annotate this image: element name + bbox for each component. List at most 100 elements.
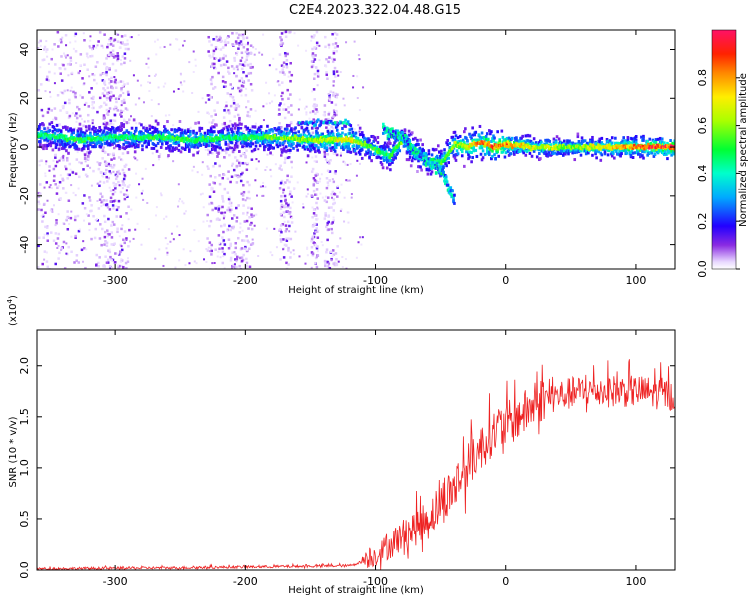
heatmap-cell [80,161,83,165]
heatmap-cell [283,139,287,143]
heatmap-cell [160,138,164,142]
heatmap-cell [269,251,272,254]
heatmap-cell [132,143,136,147]
heatmap-cell [168,134,171,138]
heatmap-cell [39,44,42,47]
heatmap-cell [117,252,120,255]
heatmap-cell [287,138,291,142]
heatmap-cell [281,97,284,101]
heatmap-cell [237,105,241,108]
heatmap-cell [160,142,164,146]
heatmap-cell [310,266,313,269]
heatmap-cell [262,105,265,108]
heatmap-cell [484,134,488,138]
heatmap-cell [252,46,255,49]
heatmap-cell [313,34,316,37]
heatmap-cell [332,219,335,222]
heatmap-cell [105,241,109,245]
heatmap-cell [324,158,328,161]
heatmap-cell [103,235,107,239]
heatmap-cell [375,145,379,149]
heatmap-cell [287,249,290,252]
heatmap-cell [327,220,330,224]
heatmap-cell [100,201,103,204]
heatmap-cell [326,135,330,139]
heatmap-cell [285,261,288,265]
heatmap-cell [364,153,367,157]
heatmap-cell [210,43,213,47]
heatmap-cell [48,91,51,94]
heatmap-cell [317,148,320,152]
heatmap-cell [103,220,107,224]
heatmap-cell [83,39,86,42]
heatmap-cell [313,222,316,225]
heatmap-cell [269,168,272,171]
heatmap-cell [127,168,131,171]
heatmap-cell [241,33,244,37]
heatmap-cell [221,80,225,83]
heatmap-cell [376,141,380,145]
heatmap-cell [52,159,55,162]
heatmap-cell [268,128,271,132]
heatmap-cell [321,244,324,247]
heatmap-cell [172,141,176,145]
heatmap-cell [120,104,123,107]
heatmap-cell [326,238,329,242]
heatmap-cell [237,123,240,127]
heatmap-cell [335,153,339,157]
heatmap-cell [210,253,213,256]
heatmap-cell [323,150,326,154]
heatmap-cell [56,30,60,34]
heatmap-cell [43,130,46,134]
heatmap-cell [63,223,66,226]
heatmap-cell [123,241,127,245]
heatmap-cell [325,142,329,146]
heatmap-cell [84,266,87,269]
heatmap-cell [95,82,98,85]
heatmap-cell [265,166,268,169]
heatmap-cell [49,184,52,187]
heatmap-cell [284,156,287,160]
heatmap-cell [505,136,509,140]
heatmap-cell [179,72,182,75]
heatmap-cell [101,44,104,47]
heatmap-cell [245,257,248,261]
heatmap-cell [209,174,212,178]
heatmap-cell [221,205,224,209]
heatmap-cell [232,99,236,102]
heatmap-cell [130,135,134,139]
heatmap-cell [49,95,52,98]
heatmap-cell [52,118,55,121]
heatmap-cell [332,262,335,265]
heatmap-cell [95,141,98,145]
heatmap-cell [508,146,512,150]
heatmap-cell [594,152,597,156]
heatmap-cell [510,136,514,140]
heatmap-cell [531,141,535,145]
heatmap-cell [228,119,232,123]
heatmap-cell [51,129,55,133]
heatmap-cell [320,173,323,176]
heatmap-cell [59,109,62,112]
heatmap-cell [324,134,328,138]
heatmap-cell [380,162,384,166]
heatmap-cell [334,145,338,149]
heatmap-cell [247,134,250,138]
heatmap-cell [626,136,630,140]
heatmap-cell [242,81,246,84]
heatmap-cell [370,142,373,146]
heatmap-cell [107,53,111,57]
heatmap-cell [207,167,210,170]
heatmap-cell [103,146,106,149]
heatmap-cell [38,164,41,167]
heatmap-cell [116,227,119,231]
heatmap-cell [144,139,147,143]
heatmap-cell [294,230,297,233]
heatmap-cell [272,57,275,60]
heatmap-cell [239,179,243,183]
heatmap-cell [47,62,50,65]
heatmap-cell [325,73,329,77]
heatmap-cell [197,150,200,153]
heatmap-cell [283,243,287,247]
heatmap-cell [240,259,244,263]
